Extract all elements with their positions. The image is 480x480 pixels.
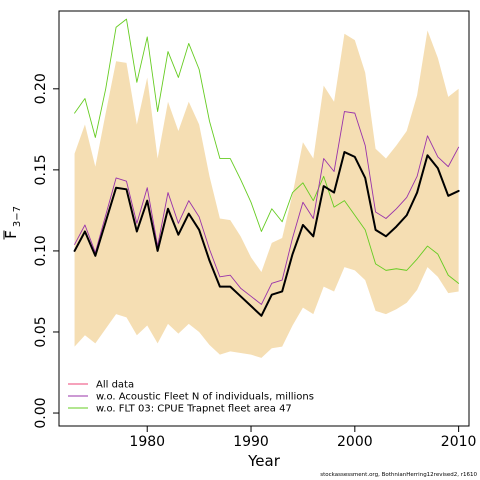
legend-label: w.o. Acoustic Fleet N of individuals, mi… (96, 392, 314, 403)
y-tick-label: 0.10 (33, 235, 49, 266)
x-tick-label: 1980 (129, 434, 165, 450)
legend-label: All data (96, 380, 134, 391)
plot-frame (58, 10, 470, 427)
confidence-band-layer (74, 30, 459, 358)
series-line-1 (74, 111, 460, 305)
x-tick-label: 2010 (441, 434, 477, 450)
y-axis: 0.00 0.05 0.10 0.15 0.20 (33, 73, 59, 429)
y-axis-title: F 3−7 (2, 206, 23, 240)
x-axis: 1980 1990 2000 2010 (129, 426, 476, 450)
y-tick-label: 0.20 (33, 73, 49, 104)
x-tick-label: 2000 (337, 434, 373, 450)
confidence-band (74, 30, 459, 358)
series-line-2 (73, 151, 460, 317)
y-axis-title-subscript: 3−7 (12, 206, 23, 227)
footnote: stockassessment.org, BothnianHerring12re… (320, 472, 477, 478)
x-axis-title: Year (247, 452, 281, 470)
series-layer (73, 18, 460, 317)
legend-label: w.o. FLT 03: CPUE Trapnet fleet area 47 (96, 404, 292, 415)
series-line-0 (74, 18, 460, 284)
x-tick-label: 1990 (233, 434, 269, 450)
y-axis-title-main: F (2, 230, 20, 239)
y-tick-label: 0.15 (33, 154, 49, 185)
y-tick-label: 0.05 (33, 316, 49, 347)
y-tick-label: 0.00 (33, 397, 49, 428)
